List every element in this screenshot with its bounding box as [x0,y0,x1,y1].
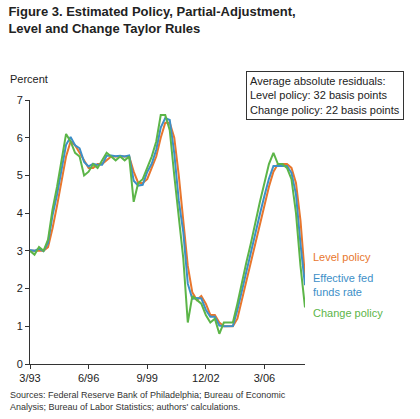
svg-text:Effective fedfunds rate: Effective fedfunds rate [313,272,373,298]
svg-text:6: 6 [17,132,23,144]
svg-text:2: 2 [17,282,23,294]
svg-text:Change policy: Change policy [313,307,383,319]
svg-text:9/99: 9/99 [136,372,157,384]
svg-text:4: 4 [17,207,23,219]
svg-text:12/02: 12/02 [192,372,220,384]
svg-text:1: 1 [17,320,23,332]
svg-text:Percent: Percent [10,73,48,85]
svg-text:Level policy: Level policy [313,251,371,263]
svg-text:3/06: 3/06 [254,372,275,384]
svg-text:3: 3 [17,245,23,257]
svg-text:5: 5 [17,169,23,181]
svg-text:Figure 3. Estimated Policy, Pa: Figure 3. Estimated Policy, Partial-Adju… [8,4,295,36]
svg-text:Sources: Federal Reserve Bank: Sources: Federal Reserve Bank of Philade… [10,390,286,412]
svg-text:7: 7 [17,94,23,106]
svg-text:0: 0 [17,358,23,370]
svg-text:Average absolute residuals:Lev: Average absolute residuals:Level policy:… [250,75,400,116]
svg-text:6/96: 6/96 [78,372,99,384]
svg-text:3/93: 3/93 [19,372,40,384]
